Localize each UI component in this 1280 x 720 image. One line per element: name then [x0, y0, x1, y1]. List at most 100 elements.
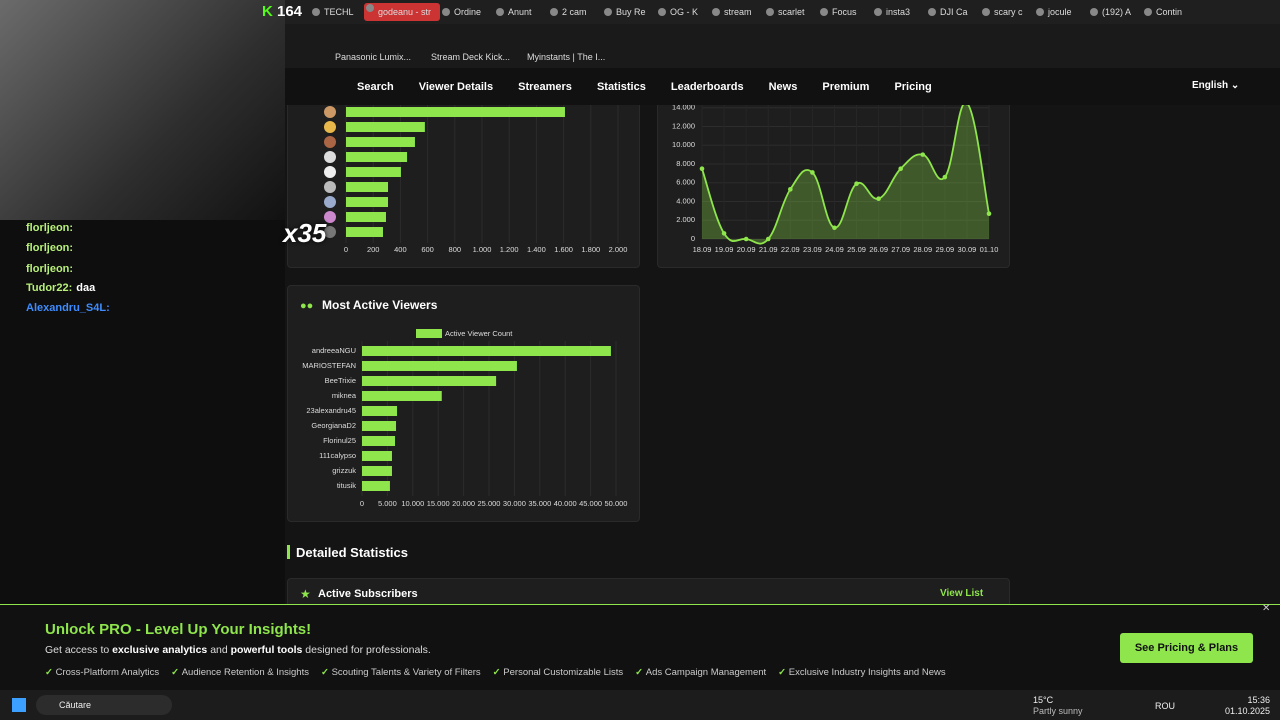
x-tick-label: 2.000 [609, 245, 628, 254]
chat-message: florljeon: [26, 222, 73, 234]
nav-item[interactable]: Search [357, 80, 394, 93]
bar [346, 152, 408, 162]
x-tick-label: 23.09 [803, 245, 822, 254]
feature: Ads Campaign Management [635, 667, 766, 678]
start-button[interactable] [12, 698, 26, 712]
description-part: exclusive analytics [112, 644, 208, 656]
point [743, 236, 749, 242]
browser-tab[interactable]: TECHL [310, 7, 364, 17]
chat-text: daa [76, 282, 96, 294]
bar [362, 451, 392, 461]
x-tick-label: 1.600 [554, 245, 573, 254]
chart-card: 0 2.000 4.000 6.000 8.000 10.000 12.000 14.000 1… [657, 105, 1010, 268]
nav-item[interactable]: Viewer Details [418, 80, 494, 93]
clock-time: 15:36 [1247, 695, 1270, 705]
x-tick-label: 15.000 [427, 499, 450, 508]
x-tick-label: 24.09 [825, 245, 844, 254]
feature: Audience Retention & Insights [171, 667, 309, 678]
y-tick-label: 23alexandru45 [306, 406, 356, 415]
browser-tab[interactable]: Contin [1142, 7, 1196, 17]
browser-tab[interactable]: scary c [980, 7, 1034, 17]
bar [346, 167, 401, 177]
taskbar: Căutare 15°C Partly sunny ROU 15:36 01.1… [0, 690, 1280, 720]
y-tick-label: 14.000 [672, 105, 695, 112]
point [876, 196, 881, 201]
bookmarks-bar: Panasonic Lumix... Stream Deck Kick... Myi… [285, 24, 1280, 68]
browser-tab[interactable]: (192) A [1088, 7, 1142, 17]
browser-tab[interactable]: insta3 [872, 7, 926, 17]
point [765, 236, 771, 242]
point [986, 211, 992, 216]
bar [346, 212, 386, 222]
chart: 0 5.000 10.000 15.000 20.000 25.000 30.000 35.0… [300, 298, 627, 508]
bookmark[interactable]: Myinstants | The I... [527, 52, 606, 62]
nav-item[interactable]: Leaderboards [670, 80, 744, 93]
page-content: 0 200 400 600 800 1.000 1.200 1.400 1.600 1.800 2.… [285, 105, 1280, 605]
nav-item[interactable]: News [768, 80, 798, 93]
browser-tab[interactable]: jocule [1034, 7, 1088, 17]
pricing-button[interactable]: See Pricing & Plans [1120, 633, 1253, 663]
point [920, 152, 926, 157]
browser-tab[interactable]: godeanu - str [364, 3, 440, 21]
y-tick-label: Florinul25 [323, 436, 356, 445]
section-heading: Detailed Statistics [296, 545, 408, 560]
card-title: Active Subscribers [318, 588, 418, 600]
avatar [324, 226, 336, 238]
bar [346, 197, 389, 207]
language-select[interactable]: English ⌄ [1192, 80, 1240, 91]
x-tick-label: 1.200 [500, 245, 519, 254]
y-tick-label: 111calypso [319, 451, 356, 460]
x-tick-label: 40.000 [554, 499, 577, 508]
nav-item[interactable]: Statistics [596, 80, 646, 93]
x-tick-label: 400 [394, 245, 407, 254]
nav-item[interactable]: Streamers [518, 80, 572, 93]
x-tick-label: 0 [360, 499, 364, 508]
bar [362, 376, 497, 386]
close-button[interactable]: ✕ [1262, 603, 1271, 614]
y-tick-label: 10.000 [672, 140, 695, 149]
browser-tab[interactable]: Anunt [494, 7, 548, 17]
browser-tab[interactable]: Buy Re [602, 7, 656, 17]
browser-tab[interactable]: stream [710, 7, 764, 17]
browser-tab[interactable]: OG - K [656, 7, 710, 17]
nav-item[interactable]: Pricing [894, 80, 932, 93]
chart-card: 0 5.000 10.000 15.000 20.000 25.000 30.000 35.0… [287, 285, 640, 522]
x-tick-label: 35.000 [528, 499, 551, 508]
kick-count: 164 [277, 3, 303, 20]
x-tick-label: 20.000 [452, 499, 475, 508]
x-tick-label: 600 [421, 245, 434, 254]
bookmark[interactable]: Panasonic Lumix... [335, 52, 412, 62]
x-tick-label: 10.000 [401, 499, 424, 508]
bookmark[interactable]: Stream Deck Kick... [431, 52, 511, 62]
browser-tab[interactable]: 2 cam [548, 7, 602, 17]
legend-label: Active Viewer Count [445, 329, 513, 338]
x-tick-label: 1.400 [527, 245, 546, 254]
bar [362, 391, 442, 401]
browser-tab[interactable]: Ordine [440, 7, 494, 17]
x-tick-label: 30.09 [958, 245, 977, 254]
x-tick-label: 27.09 [891, 245, 910, 254]
search-box[interactable]: Căutare [36, 695, 172, 715]
view-list[interactable]: View List [940, 588, 984, 599]
x-tick-label: 20.09 [737, 245, 756, 254]
area [702, 105, 989, 244]
feature-list: Cross-Platform Analytics Audience Retenti… [45, 667, 946, 678]
y-tick-label: 0 [691, 234, 695, 243]
browser-tab[interactable]: Focus [818, 7, 872, 17]
nav-item[interactable]: Premium [822, 80, 870, 93]
y-tick-label: 4.000 [676, 196, 695, 205]
feature: Cross-Platform Analytics [45, 667, 159, 678]
avatar [324, 196, 336, 208]
browser-tab[interactable]: scarlet [764, 7, 818, 17]
y-tick-label: MARIOSTEFAN [302, 361, 356, 370]
point [854, 181, 859, 186]
subscribers-card: ★ Active Subscribers View List [287, 578, 1010, 605]
legend-swatch [416, 329, 442, 338]
bar [346, 182, 389, 192]
bar [346, 122, 425, 132]
y-tick-label: miknea [332, 391, 357, 400]
chat-message: florljeon: [26, 242, 73, 254]
browser-tab[interactable]: DJI Ca [926, 7, 980, 17]
x-tick-label: 21.09 [759, 245, 778, 254]
